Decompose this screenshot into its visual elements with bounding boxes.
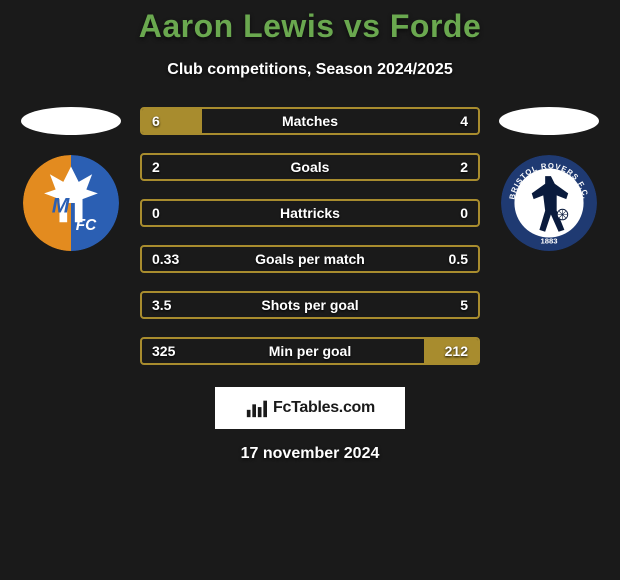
stat-right-value: 0: [460, 205, 468, 221]
svg-text:M: M: [52, 195, 70, 218]
stat-right-value: 0.5: [449, 251, 468, 267]
player-placeholder-left: [21, 107, 121, 135]
stat-left-value: 6: [152, 113, 160, 129]
left-team-col: M FC: [16, 107, 126, 251]
stat-right-value: 2: [460, 159, 468, 175]
stat-left-value: 0.33: [152, 251, 179, 267]
right-team-col: BRISTOL ROVERS F.C. 1883: [494, 107, 604, 251]
stat-label: Goals per match: [255, 251, 365, 267]
subtitle: Club competitions, Season 2024/2025: [167, 61, 452, 79]
mansfield-crest-icon: M FC: [23, 155, 119, 251]
bristol-rovers-crest-icon: BRISTOL ROVERS F.C. 1883: [501, 155, 597, 251]
stat-row-goals-per-match: 0.33 Goals per match 0.5: [140, 245, 480, 273]
team-crest-right: BRISTOL ROVERS F.C. 1883: [501, 155, 597, 251]
stat-left-value: 2: [152, 159, 160, 175]
stat-label: Goals: [291, 159, 330, 175]
date-text: 17 november 2024: [241, 445, 380, 463]
stat-left-value: 0: [152, 205, 160, 221]
stat-label: Matches: [282, 113, 338, 129]
stat-right-value: 4: [460, 113, 468, 129]
page-title: Aaron Lewis vs Forde: [139, 8, 482, 45]
stat-row-shots-per-goal: 3.5 Shots per goal 5: [140, 291, 480, 319]
stat-left-value: 325: [152, 343, 175, 359]
stat-row-hattricks: 0 Hattricks 0: [140, 199, 480, 227]
stat-row-goals: 2 Goals 2: [140, 153, 480, 181]
stat-row-min-per-goal: 325 Min per goal 212: [140, 337, 480, 365]
svg-text:FC: FC: [76, 217, 97, 234]
stats-column: 6 Matches 4 2 Goals 2 0 Hattricks 0 0.33…: [140, 107, 480, 365]
stat-label: Shots per goal: [261, 297, 358, 313]
team-crest-left: M FC: [23, 155, 119, 251]
player-placeholder-right: [499, 107, 599, 135]
comparison-row: M FC 6 Matches 4 2 Goals 2 0 Hattricks 0: [0, 107, 620, 365]
stat-right-value: 5: [460, 297, 468, 313]
stat-left-value: 3.5: [152, 297, 171, 313]
stat-right-value: 212: [445, 343, 468, 359]
stat-label: Hattricks: [280, 205, 340, 221]
branding-badge: FcTables.com: [215, 387, 405, 429]
bars-icon: [245, 397, 267, 419]
branding-text: FcTables.com: [273, 399, 375, 417]
stat-label: Min per goal: [269, 343, 351, 359]
stat-row-matches: 6 Matches 4: [140, 107, 480, 135]
svg-text:1883: 1883: [540, 236, 557, 245]
